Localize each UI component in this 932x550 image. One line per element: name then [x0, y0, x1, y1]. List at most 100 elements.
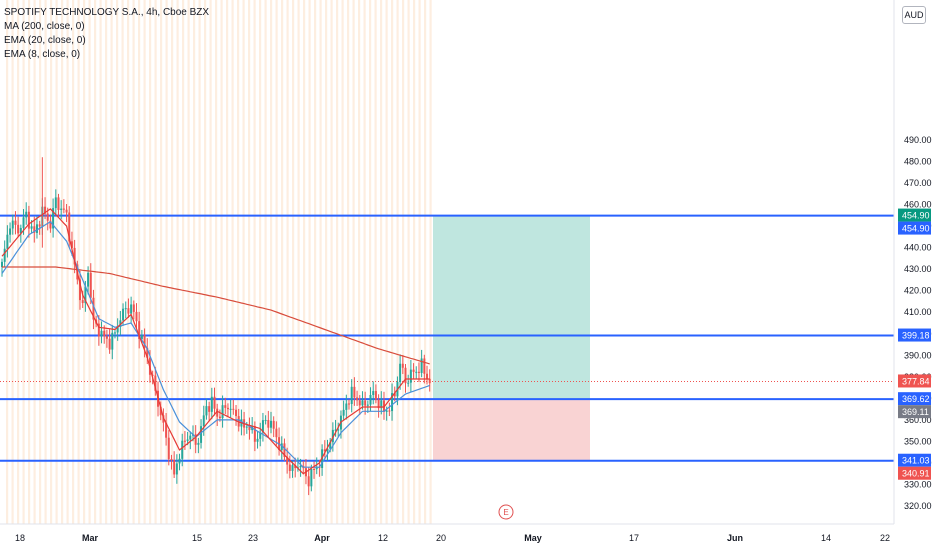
session-stripe — [330, 0, 333, 524]
candle-body — [280, 443, 283, 450]
time-axis[interactable]: 18 Mar 15 23 Apr 12 20 May 17 Jun 14 22 — [0, 523, 894, 543]
indicator-ma200[interactable]: MA (200, close, 0) — [4, 21, 85, 32]
earnings-marker[interactable]: E — [498, 504, 514, 520]
session-stripe — [270, 0, 273, 524]
candle-body — [270, 420, 272, 428]
candle-body — [124, 308, 127, 310]
session-stripe — [88, 0, 91, 524]
indicator-ema8[interactable]: EMA (8, close, 0) — [4, 49, 81, 60]
session-stripe — [264, 0, 267, 524]
candle-body — [264, 419, 267, 421]
candle-body — [19, 227, 22, 234]
session-stripe — [308, 0, 311, 524]
session-stripe — [248, 0, 251, 524]
session-stripe — [193, 0, 196, 524]
candle-body — [167, 437, 170, 460]
candle-body — [326, 448, 329, 452]
candle-body — [366, 404, 369, 406]
price-tick-label: 320.00 — [904, 501, 932, 511]
session-stripe — [121, 0, 124, 524]
session-stripe — [402, 0, 405, 524]
session-stripe — [275, 0, 278, 524]
candle-body — [97, 323, 100, 337]
candle-body — [224, 405, 227, 408]
price-tick-label: 470.00 — [904, 178, 932, 188]
candle-body — [205, 406, 208, 416]
time-tick-label: 23 — [248, 533, 258, 543]
price-tag-label: 340.91 — [902, 469, 930, 479]
session-stripe — [154, 0, 157, 524]
candle-body — [46, 213, 49, 221]
price-tag[interactable] — [898, 374, 931, 388]
session-stripe — [215, 0, 218, 524]
candle-body — [420, 358, 423, 373]
candle-body — [388, 410, 391, 412]
session-stripe — [127, 0, 130, 524]
candle-body — [393, 393, 396, 397]
candle-body — [286, 456, 289, 465]
candle-body — [294, 465, 297, 469]
candle-body — [374, 391, 377, 400]
price-axis[interactable]: 320.00330.00340.00350.00360.00370.00380.… — [893, 0, 932, 550]
candle-body — [79, 279, 82, 301]
loss-zone[interactable] — [433, 399, 590, 461]
candle-body — [65, 209, 68, 213]
session-stripe — [358, 0, 361, 524]
session-stripe — [77, 0, 80, 524]
candle-body — [189, 435, 192, 440]
ma200-line — [2, 266, 430, 365]
candle-body — [183, 440, 186, 442]
candle-body — [81, 300, 84, 304]
session-stripe — [50, 0, 53, 524]
candle-body — [170, 459, 173, 461]
session-stripe — [341, 0, 344, 524]
profit-zone[interactable] — [433, 215, 590, 400]
candle-body — [60, 208, 63, 210]
candle-body — [342, 409, 345, 416]
session-stripe — [292, 0, 295, 524]
currency-button[interactable]: AUD — [902, 6, 926, 24]
candle-body — [54, 197, 57, 209]
candle-body — [178, 458, 181, 464]
price-tag[interactable] — [898, 466, 931, 480]
candle-body — [218, 416, 221, 419]
indicator-ema20[interactable]: EMA (20, close, 0) — [4, 35, 86, 46]
candle-body — [17, 224, 20, 234]
candle-body — [200, 426, 203, 443]
session-stripe — [116, 0, 119, 524]
price-tag[interactable] — [898, 208, 931, 222]
price-tag[interactable] — [898, 392, 931, 406]
price-tick-label: 360.00 — [904, 415, 932, 425]
price-tick-label: 330.00 — [904, 479, 932, 489]
session-stripe — [391, 0, 394, 524]
candle-body — [407, 382, 410, 384]
session-stripe — [11, 0, 14, 524]
candle-body — [6, 234, 9, 249]
candle-body — [323, 449, 326, 452]
horizontal-levels — [0, 214, 894, 462]
chart-legend: SPOTIFY TECHNOLOGY S.A., 4h, Cboe BZX MA… — [4, 6, 209, 62]
price-tick-label: 460.00 — [904, 200, 932, 210]
session-stripe — [83, 0, 86, 524]
candle-body — [417, 371, 420, 373]
session-stripe — [413, 0, 416, 524]
price-tag-label: 399.18 — [902, 331, 930, 341]
time-tick-label: 22 — [880, 533, 890, 543]
symbol-title[interactable]: SPOTIFY TECHNOLOGY S.A., 4h, Cboe BZX — [4, 7, 210, 18]
candle-body — [103, 330, 106, 337]
price-tag[interactable] — [898, 221, 931, 235]
candle-body — [151, 374, 154, 376]
candle-body — [202, 415, 205, 427]
earnings-circle[interactable] — [498, 504, 514, 520]
session-stripe — [363, 0, 366, 524]
session-stripe — [407, 0, 410, 524]
candle-body — [364, 400, 367, 406]
time-tick-label: 17 — [629, 533, 639, 543]
candle-body — [68, 212, 71, 242]
price-tag[interactable] — [898, 328, 931, 342]
candle-body — [401, 363, 404, 368]
price-tag[interactable] — [898, 453, 931, 467]
price-tag[interactable] — [898, 405, 931, 419]
price-tick-label: 410.00 — [904, 307, 932, 317]
